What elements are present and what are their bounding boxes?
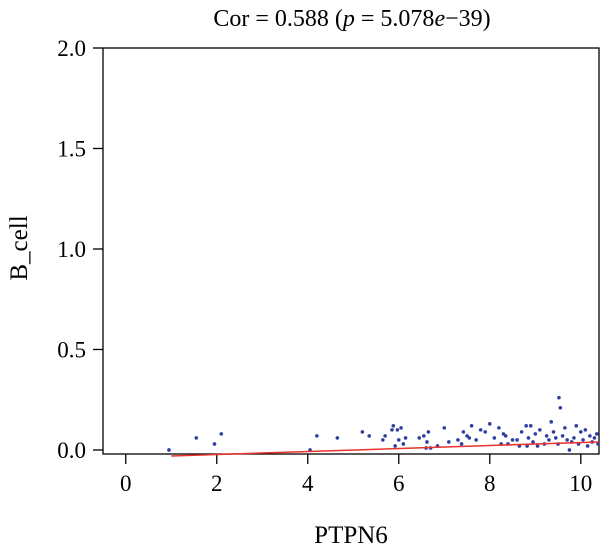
chart-title: Cor = 0.588 (p = 5.078e−39) (213, 6, 490, 32)
y-tick-label: 1.5 (57, 136, 86, 161)
data-point (399, 426, 403, 430)
data-point (393, 444, 397, 448)
x-tick-label: 4 (302, 471, 314, 496)
data-point (565, 438, 569, 442)
data-point (401, 442, 406, 446)
data-point (469, 424, 474, 428)
data-point (510, 438, 515, 442)
data-point (596, 442, 600, 446)
data-point (474, 438, 478, 442)
data-point (467, 436, 472, 440)
data-point (535, 444, 540, 448)
data-point (592, 436, 597, 440)
plot-frame (102, 47, 600, 455)
data-point (538, 428, 542, 432)
data-point (583, 428, 588, 432)
data-point (533, 432, 538, 436)
data-point (425, 440, 429, 444)
data-point (167, 448, 171, 452)
data-point (567, 448, 572, 452)
data-point (390, 428, 394, 432)
data-point (547, 438, 551, 442)
x-tick-label: 0 (120, 471, 132, 496)
data-point (524, 424, 528, 428)
data-point (588, 434, 592, 438)
x-tick-label: 8 (484, 471, 496, 496)
x-tick-label: 6 (393, 471, 405, 496)
regression-line-group (171, 441, 600, 457)
x-tick-label: 2 (211, 471, 223, 496)
data-point (315, 434, 319, 438)
data-point (531, 440, 535, 444)
data-point (461, 430, 466, 434)
data-point (492, 436, 497, 440)
data-point (456, 438, 460, 442)
data-point (403, 436, 408, 440)
data-point (544, 434, 549, 438)
data-point (360, 430, 365, 434)
data-point (395, 428, 400, 432)
data-point (528, 424, 533, 428)
data-point (581, 438, 585, 442)
y-tick-label: 1.0 (57, 237, 86, 262)
data-point (560, 434, 565, 438)
data-point (503, 434, 508, 438)
x-axis-label: PTPN6 (314, 522, 388, 549)
data-point (383, 434, 387, 438)
data-point (459, 442, 464, 446)
y-tick-label: 2.0 (57, 36, 86, 61)
data-point (422, 434, 426, 438)
data-point (391, 424, 396, 428)
data-point (558, 405, 563, 410)
data-point (578, 430, 583, 434)
y-axis: 0.0 0.5 1.0 1.5 2.0 (57, 36, 103, 463)
data-point (219, 432, 224, 436)
regression-line (171, 441, 600, 457)
data-point (551, 430, 556, 434)
x-axis: 0 2 4 6 8 10 (120, 454, 592, 496)
data-point (487, 422, 492, 426)
data-point (526, 436, 531, 440)
data-point (557, 395, 561, 400)
data-point (594, 432, 599, 436)
data-point (335, 436, 340, 440)
data-point (585, 444, 590, 448)
data-point (478, 428, 483, 432)
data-point (574, 424, 579, 428)
data-point (563, 426, 567, 430)
data-point (447, 440, 451, 444)
data-point (442, 426, 447, 430)
data-point (549, 420, 554, 424)
data-point (572, 436, 576, 440)
data-point (194, 436, 199, 440)
data-points (167, 395, 600, 452)
y-axis-label: B_cell (6, 215, 33, 280)
data-point (497, 426, 501, 430)
data-point (212, 442, 217, 446)
y-tick-label: 0.5 (57, 337, 86, 362)
data-point (417, 436, 422, 440)
data-point (396, 438, 401, 442)
data-point (553, 436, 558, 440)
y-tick-label: 0.0 (57, 438, 86, 463)
data-point (519, 430, 524, 434)
x-tick-label: 10 (569, 471, 592, 496)
data-point (381, 438, 385, 442)
data-point (515, 438, 519, 442)
data-point (367, 434, 372, 438)
data-point (426, 430, 431, 434)
data-point (483, 430, 488, 434)
